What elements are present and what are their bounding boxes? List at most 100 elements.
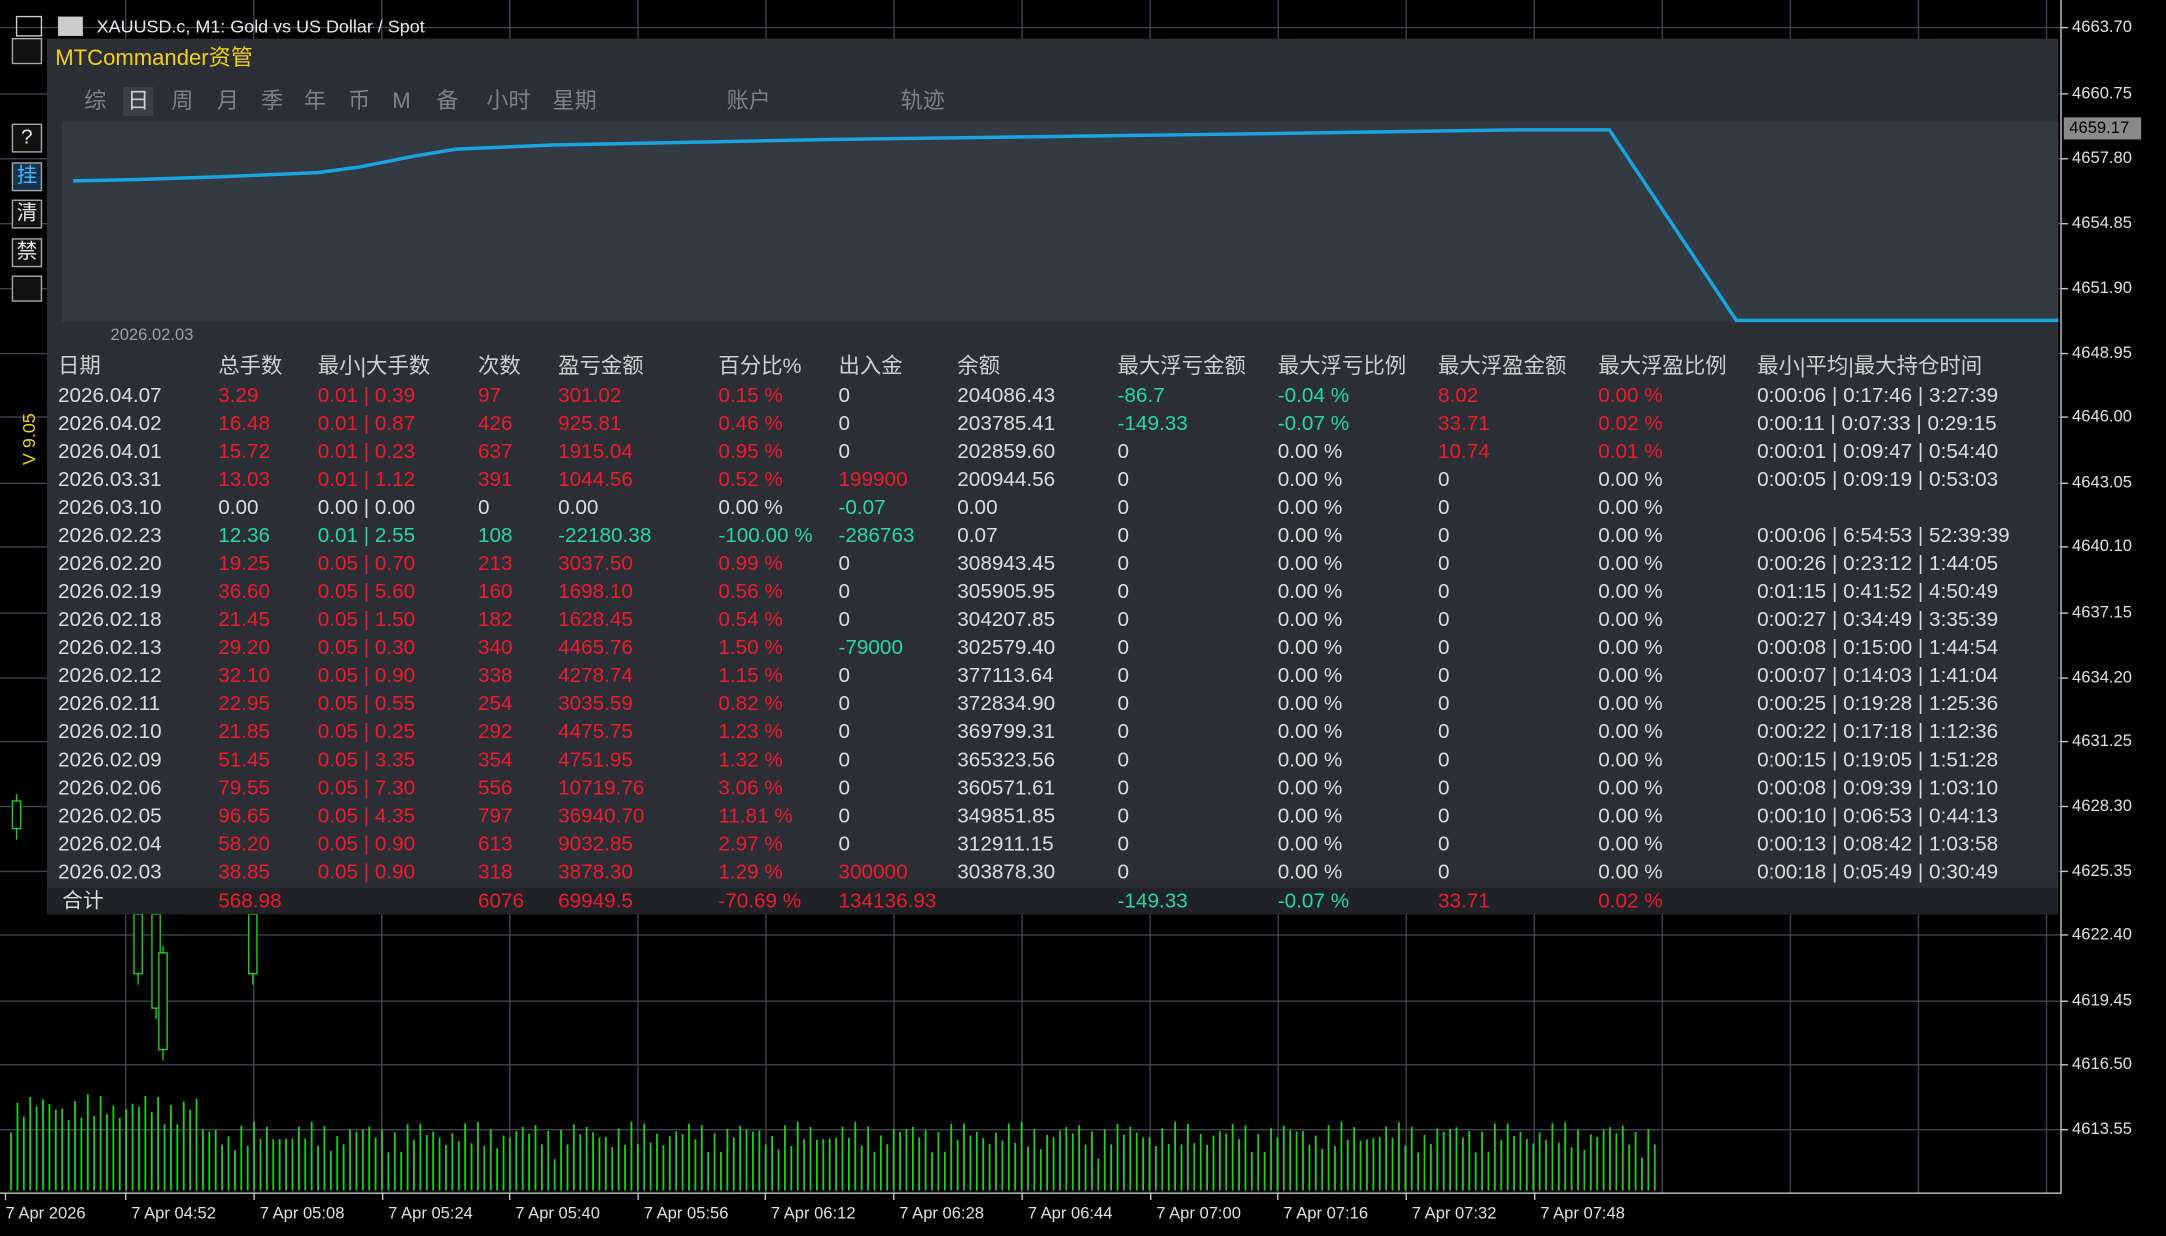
table-cell: 36.60 <box>218 580 270 603</box>
table-cell: 2026.02.06 <box>58 776 162 799</box>
table-cell: 0 <box>1118 720 1130 743</box>
column-header: 日期 <box>58 354 101 378</box>
table-cell: 97 <box>478 384 501 407</box>
table-cell: 0 <box>1118 636 1130 659</box>
toolbar-button[interactable] <box>11 238 43 268</box>
table-cell: 1698.10 <box>558 580 633 603</box>
tab[interactable]: 季 <box>261 88 283 113</box>
table-cell: 182 <box>478 608 513 631</box>
table-cell: 0 <box>838 720 850 743</box>
table-cell: 2026.02.19 <box>58 580 162 603</box>
table-cell: 0:00:06 | 6:54:53 | 52:39:39 <box>1757 524 2010 547</box>
tab[interactable]: 综 <box>84 88 106 113</box>
total-cell: -0.07 % <box>1278 889 1349 912</box>
table-cell: 0.00 % <box>1278 468 1342 491</box>
table-cell: 0.56 % <box>718 580 782 603</box>
statistics-table: 日期 总手数 最小|大手数 次数 盈亏金额 百分比% 出入金 余额 最大浮亏金额 最大浮亏比例 最大… <box>58 354 2010 912</box>
tab[interactable]: 星期 <box>553 88 597 113</box>
table-cell: 0:00:01 | 0:09:47 | 0:54:40 <box>1757 440 1998 463</box>
chart-icon[interactable] <box>58 16 83 36</box>
table-cell: 0:00:07 | 0:14:03 | 1:41:04 <box>1757 664 1998 687</box>
table-cell: 4278.74 <box>558 664 633 687</box>
table-cell: 2026.04.01 <box>58 440 162 463</box>
toolbar-button[interactable] <box>11 162 43 192</box>
table-cell: 0.01 | 0.23 <box>318 440 415 463</box>
table-cell: 0.02 % <box>1598 412 1662 435</box>
tab[interactable]: 日 <box>127 88 149 113</box>
table-cell: -149.33 <box>1118 412 1188 435</box>
table-cell: 0.05 | 1.50 <box>318 608 415 631</box>
table-cell: 0.05 | 0.90 <box>318 860 415 883</box>
window-icon[interactable] <box>15 15 43 37</box>
column-header: 出入金 <box>838 354 902 378</box>
tab[interactable]: 月 <box>217 88 239 113</box>
table-cell: 0.00 % <box>1278 832 1342 855</box>
table-cell: 0.00 % <box>1598 860 1662 883</box>
toolbar-button[interactable] <box>11 275 43 302</box>
table-cell: 0 <box>1438 832 1450 855</box>
table-cell: 0 <box>1118 468 1130 491</box>
table-cell: 0.00 <box>218 496 258 519</box>
table-cell: 369799.31 <box>957 720 1055 743</box>
price-label: 4616.50 <box>2072 1054 2132 1073</box>
table-cell: 2026.03.10 <box>58 496 162 519</box>
table-cell: 29.20 <box>218 636 270 659</box>
table-cell: 2026.02.18 <box>58 608 162 631</box>
table-cell: -286763 <box>838 524 914 547</box>
table-cell: -0.07 % <box>1278 412 1349 435</box>
price-axis: 4663.70 4660.75 4657.80 4654.85 4651.90 4648.… <box>2061 17 2132 1138</box>
table-cell: 3.29 <box>218 384 258 407</box>
total-cell: 0.02 % <box>1598 889 1662 912</box>
table-cell: 0.05 | 0.55 <box>318 692 415 715</box>
total-cell: 134136.93 <box>838 889 936 912</box>
toolbar-button[interactable] <box>11 37 43 65</box>
table-cell: 303878.30 <box>957 860 1055 883</box>
tab[interactable]: M <box>392 88 410 113</box>
table-cell: 96.65 <box>218 804 270 827</box>
table-cell: 0 <box>838 440 850 463</box>
table-cell: 0 <box>838 748 850 771</box>
active-tab[interactable] <box>122 87 154 117</box>
table-cell: 613 <box>478 832 513 855</box>
table-cell: 2026.02.09 <box>58 748 162 771</box>
price-label: 4643.05 <box>2072 473 2132 492</box>
table-cell: 79.55 <box>218 776 270 799</box>
table-cell: -22180.38 <box>558 524 651 547</box>
table-cell: 0:00:26 | 0:23:12 | 1:44:05 <box>1757 552 1998 575</box>
time-label: 7 Apr 2026 <box>6 1203 86 1222</box>
table-cell: 0 <box>838 384 850 407</box>
table-cell: 0 <box>1438 608 1450 631</box>
table-cell: 0:00:06 | 0:17:46 | 3:27:39 <box>1757 384 1998 407</box>
table-cell: 637 <box>478 440 513 463</box>
tab[interactable]: 备 <box>437 88 459 113</box>
table-cell: 0.46 % <box>718 412 782 435</box>
table-cell: 0.00 % <box>1598 496 1662 519</box>
tab[interactable]: 年 <box>304 88 326 113</box>
candle-body <box>11 800 22 830</box>
table-cell: 3035.59 <box>558 692 633 715</box>
table-cell: 4475.75 <box>558 720 633 743</box>
tab[interactable]: 币 <box>348 88 370 113</box>
total-cell: 69949.5 <box>558 889 633 912</box>
column-header: 总手数 <box>218 354 282 378</box>
table-cell: 2.97 % <box>718 832 782 855</box>
tab[interactable]: 轨迹 <box>901 88 945 113</box>
tab[interactable]: 周 <box>171 88 193 113</box>
price-label: 4640.10 <box>2072 536 2132 555</box>
table-cell: 3.06 % <box>718 776 782 799</box>
tab[interactable]: 账户 <box>727 88 771 113</box>
table-cell: 0 <box>1118 440 1130 463</box>
time-label: 7 Apr 07:00 <box>1156 1203 1241 1222</box>
toolbar-button[interactable] <box>11 123 43 153</box>
column-header: 最大浮亏金额 <box>1118 354 1246 378</box>
table-cell: 0 <box>838 804 850 827</box>
table-cell: 0.00 % <box>1278 440 1342 463</box>
table-cell: 0:00:05 | 0:09:19 | 0:53:03 <box>1757 468 1998 491</box>
tab[interactable]: 小时 <box>486 88 530 113</box>
toolbar-label: 清 <box>17 202 38 225</box>
price-label: 4631.25 <box>2072 731 2132 750</box>
toolbar-button[interactable] <box>11 199 43 229</box>
table-cell: 15.72 <box>218 440 270 463</box>
